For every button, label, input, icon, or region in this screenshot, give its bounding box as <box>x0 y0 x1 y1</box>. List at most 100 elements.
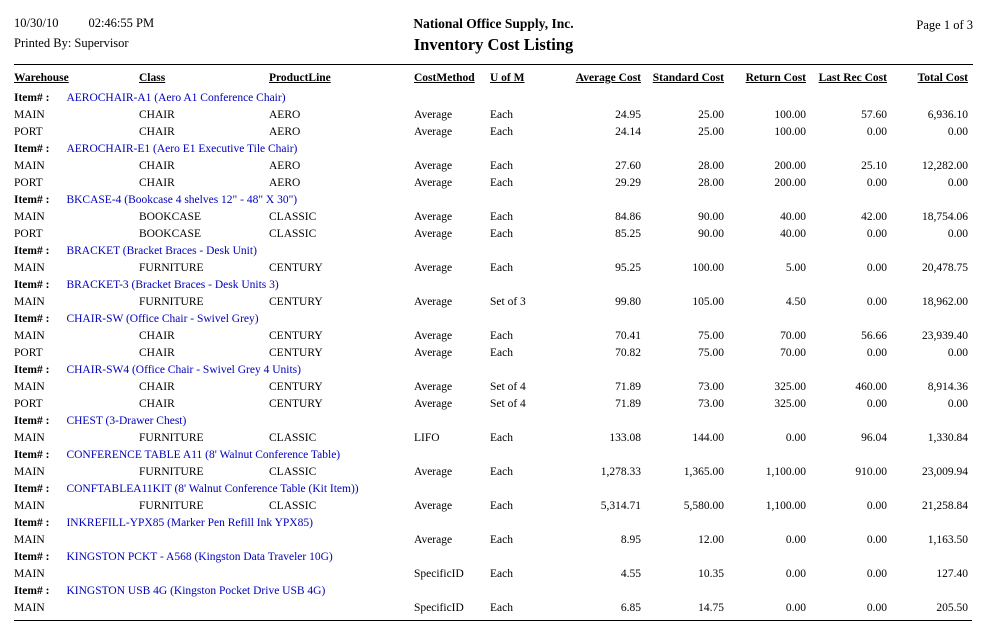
total-cost-cell: 18,962.00 <box>922 295 968 308</box>
total-cost-cell: 0.00 <box>947 125 968 138</box>
item-row: Item# : INKREFILL-YPX85 (Marker Pen Refil… <box>14 514 968 531</box>
return-cost-cell: 100.00 <box>774 108 806 121</box>
standard-cost-cell: 73.00 <box>698 380 724 393</box>
detail-row: MAIN FURNITURE CENTURY Average Set of 3 99.80… <box>14 293 968 310</box>
average-cost-cell: 70.41 <box>615 329 641 342</box>
column-header-last-rec-cost: Last Rec Cost <box>818 72 887 84</box>
product-line-cell: CLASSIC <box>269 431 317 444</box>
item-row: Item# : CHAIR-SW (Office Chair - Swivel G… <box>14 310 968 327</box>
cost-method-cell: Average <box>414 108 453 121</box>
total-cost-cell: 205.50 <box>936 601 968 614</box>
total-cost-cell: 23,009.94 <box>922 465 968 478</box>
cost-method-cell: Average <box>414 159 453 172</box>
total-cost-cell: 0.00 <box>947 346 968 359</box>
warehouse-cell: MAIN <box>14 601 45 614</box>
total-cost-cell: 23,939.40 <box>922 329 968 342</box>
last-rec-cost-cell: 910.00 <box>855 465 887 478</box>
item-description: BKCASE-4 (Bookcase 4 shelves 12" - 48" X… <box>66 193 298 206</box>
return-cost-cell: 1,100.00 <box>765 499 806 512</box>
uom-cell: Each <box>490 261 513 274</box>
item-number-label: Item# : <box>14 448 50 461</box>
uom-cell: Each <box>490 465 513 478</box>
return-cost-cell: 200.00 <box>774 159 806 172</box>
return-cost-cell: 40.00 <box>780 227 806 240</box>
item-description: CHAIR-SW4 (Office Chair - Swivel Grey 4 … <box>66 363 301 376</box>
report-header-left: 10/30/10 02:46:55 PM Printed By: Supervis… <box>14 16 314 51</box>
detail-row: MAIN CHAIR CENTURY Average Set of 4 71.89 73.0… <box>14 378 968 395</box>
product-line-cell: CENTURY <box>269 329 323 342</box>
item-description: CHEST (3-Drawer Chest) <box>66 414 187 427</box>
item-description: CONFERENCE TABLE A11 (8' Walnut Conferen… <box>66 448 341 461</box>
detail-row: MAIN BOOKCASE CLASSIC Average Each 84.86 90.00… <box>14 208 968 225</box>
standard-cost-cell: 90.00 <box>698 210 724 223</box>
standard-cost-cell: 90.00 <box>698 227 724 240</box>
uom-cell: Each <box>490 601 513 614</box>
report-title: Inventory Cost Listing <box>413 35 574 54</box>
item-row: Item# : AEROCHAIR-E1 (Aero E1 Executive T… <box>14 140 968 157</box>
class-cell: FURNITURE <box>139 261 204 274</box>
cost-method-cell: Average <box>414 210 453 223</box>
class-cell: FURNITURE <box>139 499 204 512</box>
product-line-cell: AERO <box>269 159 301 172</box>
item-row: Item# : CONFTABLEA11KIT (8' Walnut Confer… <box>14 480 968 497</box>
cost-method-cell: LIFO <box>414 431 440 444</box>
column-header-return-cost: Return Cost <box>745 72 806 84</box>
average-cost-cell: 85.25 <box>615 227 641 240</box>
column-header-row: Warehouse Class ProductLine CostMethod U of … <box>14 68 968 89</box>
product-line-cell: AERO <box>269 108 301 121</box>
cost-method-cell: Average <box>414 176 453 189</box>
uom-cell: Set of 3 <box>490 295 526 308</box>
standard-cost-cell: 75.00 <box>698 329 724 342</box>
item-description: KINGSTON USB 4G (Kingston Pocket Drive U… <box>66 584 326 597</box>
cost-method-cell: Average <box>414 380 453 393</box>
average-cost-cell: 4.55 <box>620 567 641 580</box>
product-line-cell: CLASSIC <box>269 465 317 478</box>
page-indicator: Page 1 of 3 <box>916 18 973 32</box>
total-cost-cell: 12,282.00 <box>922 159 968 172</box>
detail-row: MAIN CHAIR CENTURY Average Each 70.41 75.00 70.… <box>14 327 968 344</box>
return-cost-cell: 0.00 <box>785 533 806 546</box>
class-cell: CHAIR <box>139 380 175 393</box>
return-cost-cell: 40.00 <box>780 210 806 223</box>
cost-method-cell: Average <box>414 329 453 342</box>
total-cost-cell: 0.00 <box>947 227 968 240</box>
item-number-label: Item# : <box>14 244 50 257</box>
class-cell: FURNITURE <box>139 295 204 308</box>
uom-cell: Each <box>490 210 513 223</box>
last-rec-cost-cell: 0.00 <box>866 601 887 614</box>
product-line-cell <box>269 531 414 548</box>
last-rec-cost-cell: 0.00 <box>866 346 887 359</box>
warehouse-cell: PORT <box>14 346 43 359</box>
company-name: National Office Supply, Inc. <box>413 16 574 31</box>
average-cost-cell: 70.82 <box>615 346 641 359</box>
last-rec-cost-cell: 0.00 <box>866 295 887 308</box>
column-header-standard-cost: Standard Cost <box>652 72 724 84</box>
item-row: Item# : CHAIR-SW4 (Office Chair - Swivel … <box>14 361 968 378</box>
item-description: AEROCHAIR-E1 (Aero E1 Executive Tile Cha… <box>66 142 298 155</box>
warehouse-cell: MAIN <box>14 465 45 478</box>
total-cost-cell: 0.00 <box>947 176 968 189</box>
last-rec-cost-cell: 0.00 <box>866 397 887 410</box>
item-row: Item# : BKCASE-4 (Bookcase 4 shelves 12" … <box>14 191 968 208</box>
detail-row: MAIN FURNITURE CENTURY Average Each 95.25 100.… <box>14 259 968 276</box>
item-number-label: Item# : <box>14 482 50 495</box>
cost-method-cell: SpecificID <box>414 567 464 580</box>
average-cost-cell: 95.25 <box>615 261 641 274</box>
column-header-warehouse: Warehouse <box>14 72 69 84</box>
last-rec-cost-cell: 25.10 <box>861 159 887 172</box>
item-row: Item# : BRACKET-3 (Bracket Braces - Desk … <box>14 276 968 293</box>
average-cost-cell: 71.89 <box>615 380 641 393</box>
product-line-cell: CLASSIC <box>269 499 317 512</box>
class-cell <box>139 565 269 582</box>
inventory-cost-table: Warehouse Class ProductLine CostMethod U of … <box>14 68 968 616</box>
last-rec-cost-cell: 0.00 <box>866 261 887 274</box>
return-cost-cell: 200.00 <box>774 176 806 189</box>
return-cost-cell: 0.00 <box>785 567 806 580</box>
cost-method-cell: Average <box>414 499 453 512</box>
column-header-u-of-m: U of M <box>490 72 525 84</box>
cost-method-cell: Average <box>414 533 453 546</box>
standard-cost-cell: 75.00 <box>698 346 724 359</box>
cost-method-cell: Average <box>414 227 453 240</box>
warehouse-cell: MAIN <box>14 567 45 580</box>
product-line-cell: CENTURY <box>269 295 323 308</box>
